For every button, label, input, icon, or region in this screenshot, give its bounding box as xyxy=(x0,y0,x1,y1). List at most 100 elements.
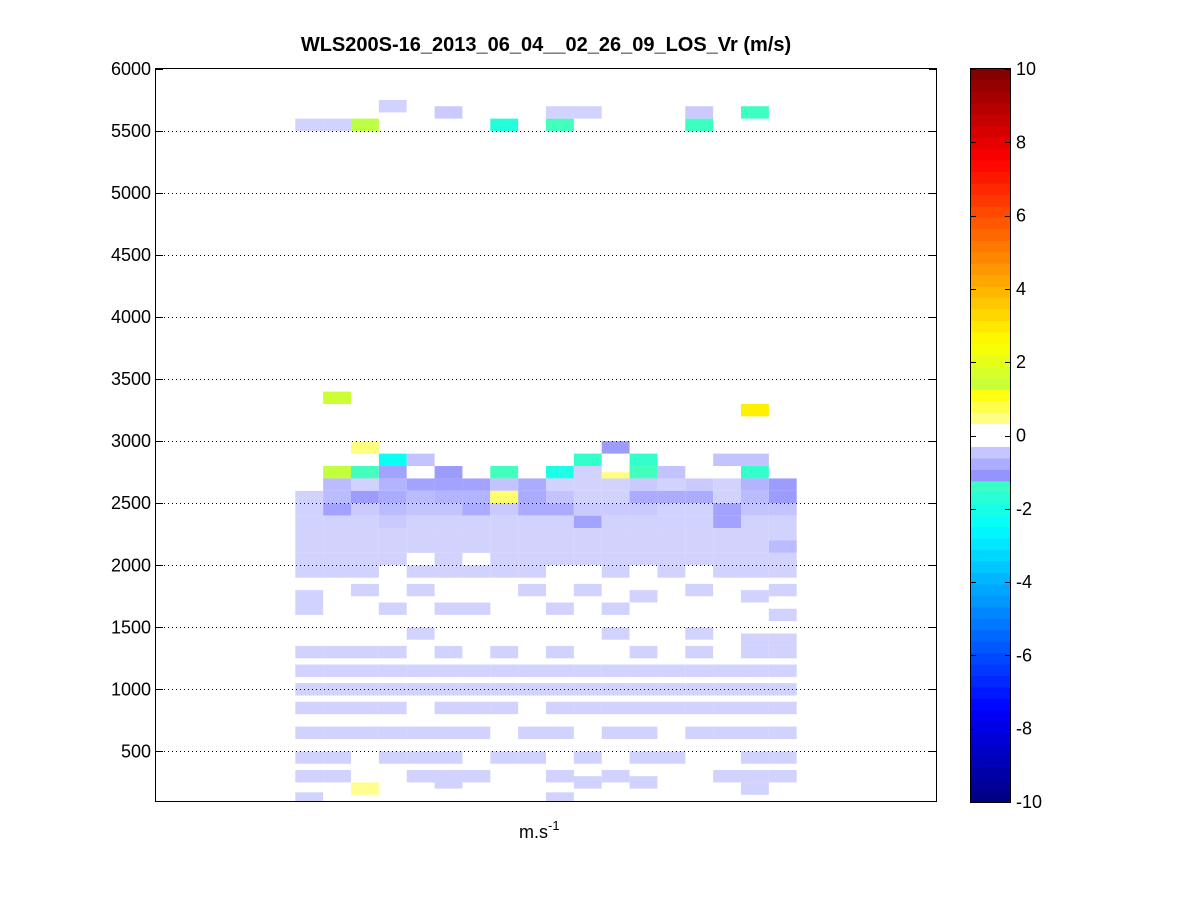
heatmap-cell xyxy=(378,490,407,504)
colorbar-swatch xyxy=(971,572,1010,585)
heatmap-cell xyxy=(490,503,519,516)
heatmap-cell xyxy=(573,683,602,696)
heatmap-cell xyxy=(629,515,658,529)
heatmap-cell xyxy=(573,490,602,504)
heatmap-cell xyxy=(629,552,658,566)
heatmap-cell xyxy=(768,515,797,529)
heatmap-cell xyxy=(378,515,407,529)
colorbar-swatch xyxy=(971,538,1010,551)
heatmap-cell xyxy=(601,627,630,640)
heatmap-cell xyxy=(323,478,351,491)
heatmap-cell xyxy=(573,453,602,467)
heatmap-cell xyxy=(351,540,379,553)
heatmap-cell xyxy=(741,453,769,467)
heatmap-cell xyxy=(323,552,351,566)
heatmap-cell xyxy=(629,478,658,491)
colorbar-swatch xyxy=(971,676,1010,689)
heatmap-cell xyxy=(490,478,519,491)
colorbar-swatch xyxy=(971,790,1010,803)
heatmap-cell xyxy=(378,602,407,615)
y-tick-label: 2500 xyxy=(111,493,151,513)
chart-title: WLS200S-16_2013_06_04__02_26_09_LOS_Vr (… xyxy=(301,34,791,56)
heatmap-cell xyxy=(295,726,324,739)
heatmap-cell xyxy=(434,478,463,491)
heatmap-cell xyxy=(657,503,686,516)
heatmap-cell xyxy=(518,528,546,541)
heatmap-cell xyxy=(768,503,797,516)
heatmap-cell xyxy=(462,602,491,615)
heatmap-cell xyxy=(768,490,797,504)
colorbar-swatch xyxy=(971,320,1010,334)
heatmap-cell xyxy=(657,565,686,578)
heatmap-cell xyxy=(601,552,630,566)
heatmap-cell xyxy=(434,515,463,529)
heatmap-cell xyxy=(741,106,769,119)
colorbar-swatch xyxy=(971,779,1010,792)
colorbar-swatch xyxy=(971,149,1010,162)
heatmap-cell xyxy=(573,583,602,597)
heatmap-cell xyxy=(518,478,546,491)
heatmap-cell xyxy=(546,726,574,739)
colorbar-swatch xyxy=(971,607,1010,620)
heatmap-cell xyxy=(546,503,574,516)
heatmap-cell xyxy=(295,701,324,715)
heatmap-cell xyxy=(323,664,351,677)
colorbar-swatch xyxy=(971,286,1010,299)
heatmap-cell xyxy=(323,118,351,132)
heatmap-cell xyxy=(323,751,351,764)
heatmap-cell xyxy=(546,118,574,132)
heatmap-cell xyxy=(629,528,658,541)
heatmap-cells xyxy=(295,100,797,801)
heatmap-cell xyxy=(657,664,686,677)
heatmap-cell xyxy=(573,528,602,541)
colorbar-swatch xyxy=(971,550,1010,563)
heatmap-cell xyxy=(323,565,351,578)
heatmap-cell xyxy=(295,792,324,801)
heatmap-cell xyxy=(378,701,407,715)
heatmap-cell xyxy=(295,602,324,615)
heatmap-cell xyxy=(378,645,407,659)
heatmap-cell xyxy=(768,633,797,646)
heatmap-cell xyxy=(323,490,351,504)
heatmap-cell xyxy=(601,515,630,529)
heatmap-cell xyxy=(351,583,379,597)
colorbar-swatch xyxy=(971,687,1010,700)
colorbar-tick-label: -8 xyxy=(1016,719,1032,739)
colorbar-tick-label: -4 xyxy=(1016,572,1032,592)
colorbar-swatch xyxy=(971,469,1010,482)
colorbar-swatch xyxy=(971,217,1010,230)
colorbar-swatch xyxy=(971,309,1010,322)
heatmap-cell xyxy=(462,769,491,783)
heatmap-cell xyxy=(713,453,741,467)
heatmap-cell xyxy=(601,726,630,739)
heatmap-cell xyxy=(741,782,769,795)
heatmap-cell xyxy=(741,466,769,479)
heatmap-cell xyxy=(406,478,435,491)
heatmap-cell xyxy=(546,466,574,479)
colorbar-frame xyxy=(970,68,1011,803)
y-axis: 500 1000 1500 2000 2500 3000 3500 4000 4500 5000 5… xyxy=(111,59,936,761)
heatmap-cell xyxy=(713,565,741,578)
heatmap-cell xyxy=(406,664,435,677)
heatmap-cell xyxy=(546,769,574,783)
heatmap-cell xyxy=(546,106,574,119)
colorbar-swatch xyxy=(971,412,1010,425)
heatmap-cell xyxy=(629,645,658,659)
heatmap-cell xyxy=(434,726,463,739)
plot-frame xyxy=(155,68,937,802)
heatmap-cell xyxy=(601,664,630,677)
heatmap-cell xyxy=(685,627,714,640)
colorbar-swatch xyxy=(971,229,1010,242)
y-tick-label: 3500 xyxy=(111,369,151,389)
heatmap-cell xyxy=(378,528,407,541)
heatmap-cell xyxy=(378,466,407,479)
heatmap-cell xyxy=(657,552,686,566)
heatmap-cell xyxy=(295,751,324,764)
heatmap-cell xyxy=(741,590,769,603)
heatmap-cell xyxy=(629,751,658,764)
heatmap-cell xyxy=(378,453,407,467)
y-tick-label: 4500 xyxy=(111,245,151,265)
heatmap-cell xyxy=(518,490,546,504)
heatmap-cell xyxy=(573,106,602,119)
heatmap-cell xyxy=(490,751,519,764)
